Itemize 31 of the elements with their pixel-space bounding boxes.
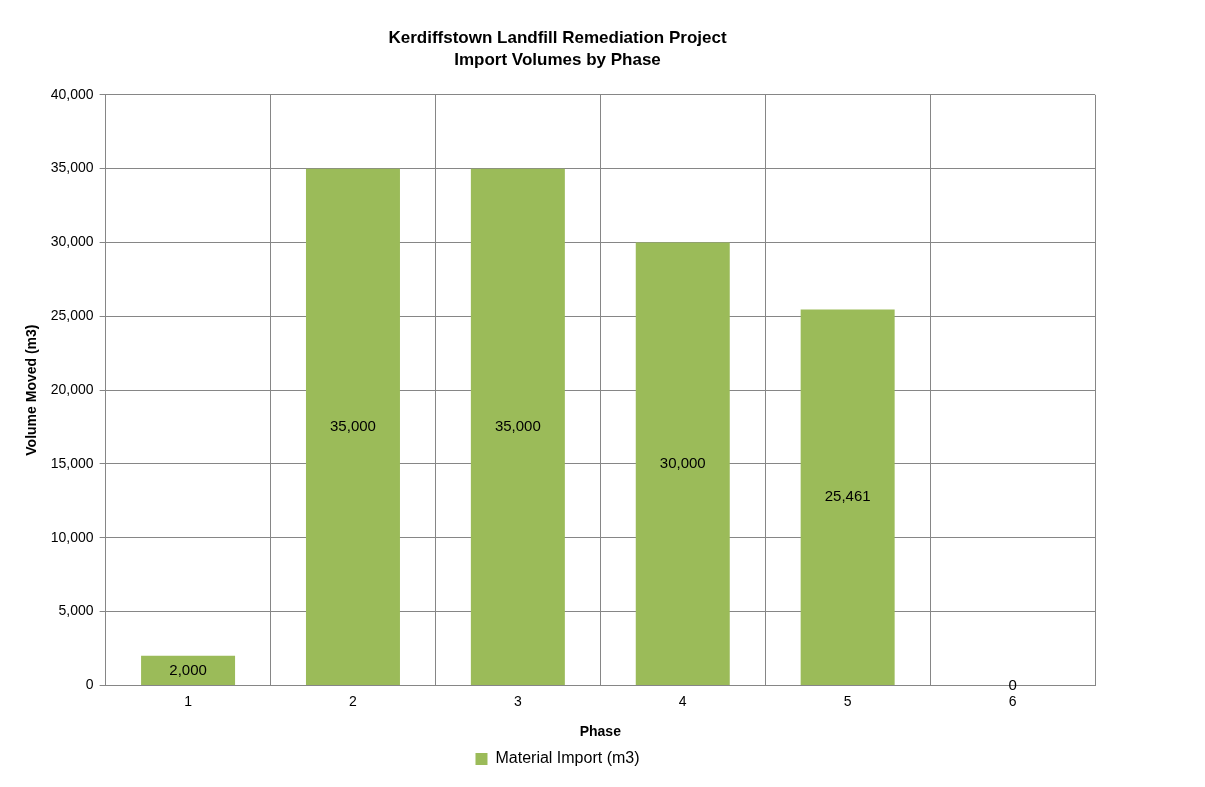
- bar: [141, 655, 236, 685]
- x-axis-title: Phase: [579, 723, 622, 740]
- bar: [305, 168, 400, 685]
- y-tick-label: 25,000: [50, 307, 94, 324]
- y-tick-label: 15,000: [50, 454, 94, 471]
- x-tick-label: 3: [513, 692, 522, 709]
- y-tick-label: 10,000: [50, 528, 94, 545]
- y-tick-label: 0: [85, 676, 94, 693]
- x-tick-label: 1: [184, 692, 193, 709]
- bar: [470, 168, 565, 685]
- y-tick-label: 20,000: [50, 380, 94, 397]
- chart-subtitle: Import Volumes by Phase: [454, 50, 661, 70]
- x-tick-label: 2: [349, 692, 358, 709]
- bar: [635, 242, 730, 685]
- legend-label: Material Import (m3): [495, 749, 640, 767]
- bar: [800, 309, 895, 685]
- y-tick-label: 5,000: [58, 602, 94, 619]
- data-label: 35,000: [494, 416, 541, 434]
- x-tick-label: 4: [678, 692, 687, 709]
- data-label: 2,000: [169, 660, 207, 678]
- data-label: 35,000: [330, 416, 376, 434]
- x-tick-label: 6: [1008, 692, 1017, 709]
- chart-title: Kerdiffstown Landfill Remediation Project: [388, 27, 727, 47]
- data-label: 30,000: [659, 453, 706, 471]
- y-axis-title: Volume Moved (m3): [23, 324, 40, 456]
- y-tick-label: 40,000: [50, 85, 94, 102]
- y-tick-label: 30,000: [50, 233, 94, 250]
- data-label: 0: [1008, 675, 1017, 693]
- y-tick-label: 35,000: [50, 159, 94, 176]
- x-tick-label: 5: [843, 692, 852, 709]
- data-label: 25,461: [824, 487, 871, 505]
